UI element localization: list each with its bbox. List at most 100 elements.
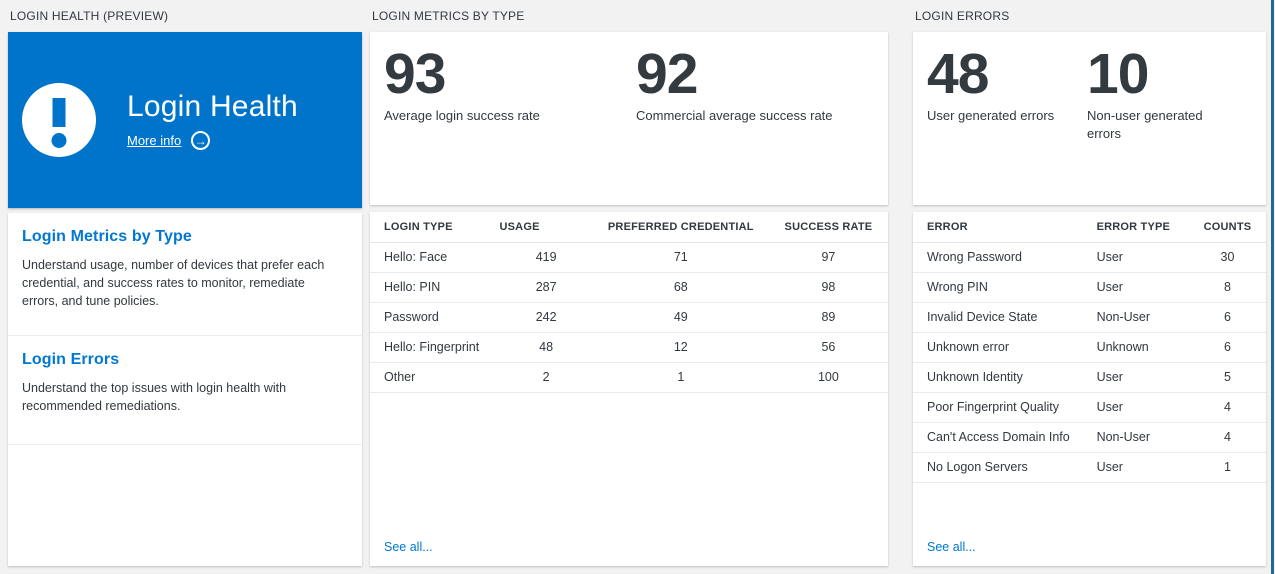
table-cell: User: [1096, 272, 1199, 303]
stat-label: Average login success rate: [384, 108, 540, 123]
column-header: ERROR: [913, 212, 1097, 243]
table-cell: 100: [768, 362, 888, 393]
login-health-nav-card: Login Metrics by Type Understand usage, …: [8, 213, 362, 566]
table-cell: 6: [1198, 332, 1266, 363]
table-row[interactable]: Wrong Password User 30: [913, 242, 1266, 273]
section-login-metrics: LOGIN METRICS BY TYPE 93 Average login s…: [370, 8, 888, 566]
table-cell: Hello: Fingerprint: [370, 332, 500, 363]
stat-label: Non-user generated errors: [1087, 108, 1203, 141]
table-cell: Wrong PIN: [913, 272, 1097, 303]
table-cell: 98: [768, 272, 888, 303]
section-title-login-errors: LOGIN ERRORS: [915, 9, 1010, 23]
table-row[interactable]: Hello: Fingerprint 48 12 56: [370, 332, 888, 363]
table-cell: 4: [1198, 392, 1266, 423]
table-cell: 2: [499, 362, 593, 393]
table-row[interactable]: Unknown Identity User 5: [913, 362, 1266, 393]
table-cell: Other: [370, 362, 500, 393]
table-row[interactable]: Invalid Device State Non-User 6: [913, 302, 1266, 333]
stat-user-generated-errors: 48 User generated errors: [927, 44, 1087, 205]
table-cell: Invalid Device State: [913, 302, 1097, 333]
stat-value: 92: [636, 42, 698, 106]
nav-item-login-metrics-by-type[interactable]: Login Metrics by Type Understand usage, …: [8, 213, 362, 336]
table-cell: Non-User: [1096, 422, 1199, 453]
nav-item-login-errors[interactable]: Login Errors Understand the top issues w…: [8, 336, 362, 445]
stat-non-user-generated-errors: 10 Non-user generated errors: [1087, 44, 1247, 205]
table-cell: 287: [499, 272, 593, 303]
table-cell: 8: [1198, 272, 1266, 303]
column-header: LOGIN TYPE: [370, 212, 500, 243]
stat-value: 48: [927, 42, 989, 106]
table-cell: 56: [768, 332, 888, 363]
table-cell: User: [1096, 392, 1199, 423]
table-cell: 5: [1198, 362, 1266, 393]
see-all-link-errors[interactable]: See all...: [927, 540, 976, 554]
login-errors-table-card: ERROR ERROR TYPE COUNTS Wrong Password User…: [913, 212, 1266, 566]
table-cell: 49: [592, 302, 769, 333]
table-row[interactable]: Unknown error Unknown 6: [913, 332, 1266, 363]
nav-item-description: Understand the top issues with login hea…: [22, 381, 287, 414]
login-errors-table: ERROR ERROR TYPE COUNTS Wrong Password User…: [913, 212, 1266, 483]
table-cell: 419: [499, 242, 593, 273]
stat-label: User generated errors: [927, 108, 1055, 123]
table-cell: 71: [592, 242, 769, 273]
table-cell: 68: [592, 272, 769, 303]
stat-value: 10: [1087, 42, 1149, 106]
nav-item-title: Login Errors: [22, 351, 120, 368]
table-cell: Password: [370, 302, 500, 333]
table-row[interactable]: Hello: Face 419 71 97: [370, 242, 888, 273]
column-header: COUNTS: [1198, 212, 1266, 243]
table-cell: 1: [592, 362, 769, 393]
table-cell: Can't Access Domain Info: [913, 422, 1097, 453]
table-cell: 6: [1198, 302, 1266, 333]
stat-label: Commercial average success rate: [636, 108, 833, 123]
table-row[interactable]: Wrong PIN User 8: [913, 272, 1266, 303]
table-header-row: ERROR ERROR TYPE COUNTS: [913, 212, 1266, 243]
column-header: PREFERRED CREDENTIAL: [592, 212, 769, 243]
table-cell: Poor Fingerprint Quality: [913, 392, 1097, 423]
table-cell: 97: [768, 242, 888, 273]
arrow-right-circle-icon[interactable]: →: [191, 131, 211, 150]
table-cell: Unknown error: [913, 332, 1097, 363]
column-header: SUCCESS RATE: [768, 212, 888, 243]
column-header: USAGE: [499, 212, 593, 243]
table-cell: No Logon Servers: [913, 452, 1097, 483]
table-cell: 4: [1198, 422, 1266, 453]
table-cell: 48: [499, 332, 593, 363]
section-login-health: LOGIN HEALTH (PREVIEW) Login Health More…: [8, 8, 362, 566]
more-info-link[interactable]: More info: [127, 133, 182, 148]
table-row[interactable]: Can't Access Domain Info Non-User 4: [913, 422, 1266, 453]
section-title-login-health: LOGIN HEALTH (PREVIEW): [10, 9, 169, 23]
table-cell: 12: [592, 332, 769, 363]
see-all-link-metrics[interactable]: See all...: [384, 540, 433, 554]
table-row[interactable]: Hello: PIN 287 68 98: [370, 272, 888, 303]
section-login-errors: LOGIN ERRORS 48 User generated errors 10…: [913, 8, 1266, 566]
table-cell: Non-User: [1096, 302, 1199, 333]
table-row[interactable]: Poor Fingerprint Quality User 4: [913, 392, 1266, 423]
table-cell: Hello: PIN: [370, 272, 500, 303]
table-row[interactable]: Other 2 1 100: [370, 362, 888, 393]
table-cell: 30: [1198, 242, 1266, 273]
table-cell: 1: [1198, 452, 1266, 483]
table-cell: Unknown Identity: [913, 362, 1097, 393]
table-cell: 89: [768, 302, 888, 333]
login-errors-stats-card: 48 User generated errors 10 Non-user gen…: [913, 32, 1266, 205]
table-cell: User: [1096, 452, 1199, 483]
table-cell: Hello: Face: [370, 242, 500, 273]
exclamation-icon: [22, 83, 96, 157]
table-row[interactable]: Password 242 49 89: [370, 302, 888, 333]
login-metrics-table-card: LOGIN TYPE USAGE PREFERRED CREDENTIAL SUCCE…: [370, 212, 888, 566]
stat-average-login-success: 93 Average login success rate: [384, 44, 636, 205]
table-row[interactable]: No Logon Servers User 1: [913, 452, 1266, 483]
nav-item-description: Understand usage, number of devices that…: [22, 258, 325, 309]
login-metrics-stats-card: 93 Average login success rate 92 Commerc…: [370, 32, 888, 205]
column-header: ERROR TYPE: [1096, 212, 1199, 243]
stat-value: 93: [384, 42, 446, 106]
table-cell: User: [1096, 242, 1199, 273]
table-header-row: LOGIN TYPE USAGE PREFERRED CREDENTIAL SUCCE…: [370, 212, 888, 243]
section-title-login-metrics: LOGIN METRICS BY TYPE: [372, 9, 525, 23]
table-cell: Unknown: [1096, 332, 1199, 363]
login-health-tile[interactable]: Login Health More info →: [8, 32, 362, 208]
login-metrics-table: LOGIN TYPE USAGE PREFERRED CREDENTIAL SUCCE…: [370, 212, 888, 393]
nav-item-title: Login Metrics by Type: [22, 228, 192, 245]
